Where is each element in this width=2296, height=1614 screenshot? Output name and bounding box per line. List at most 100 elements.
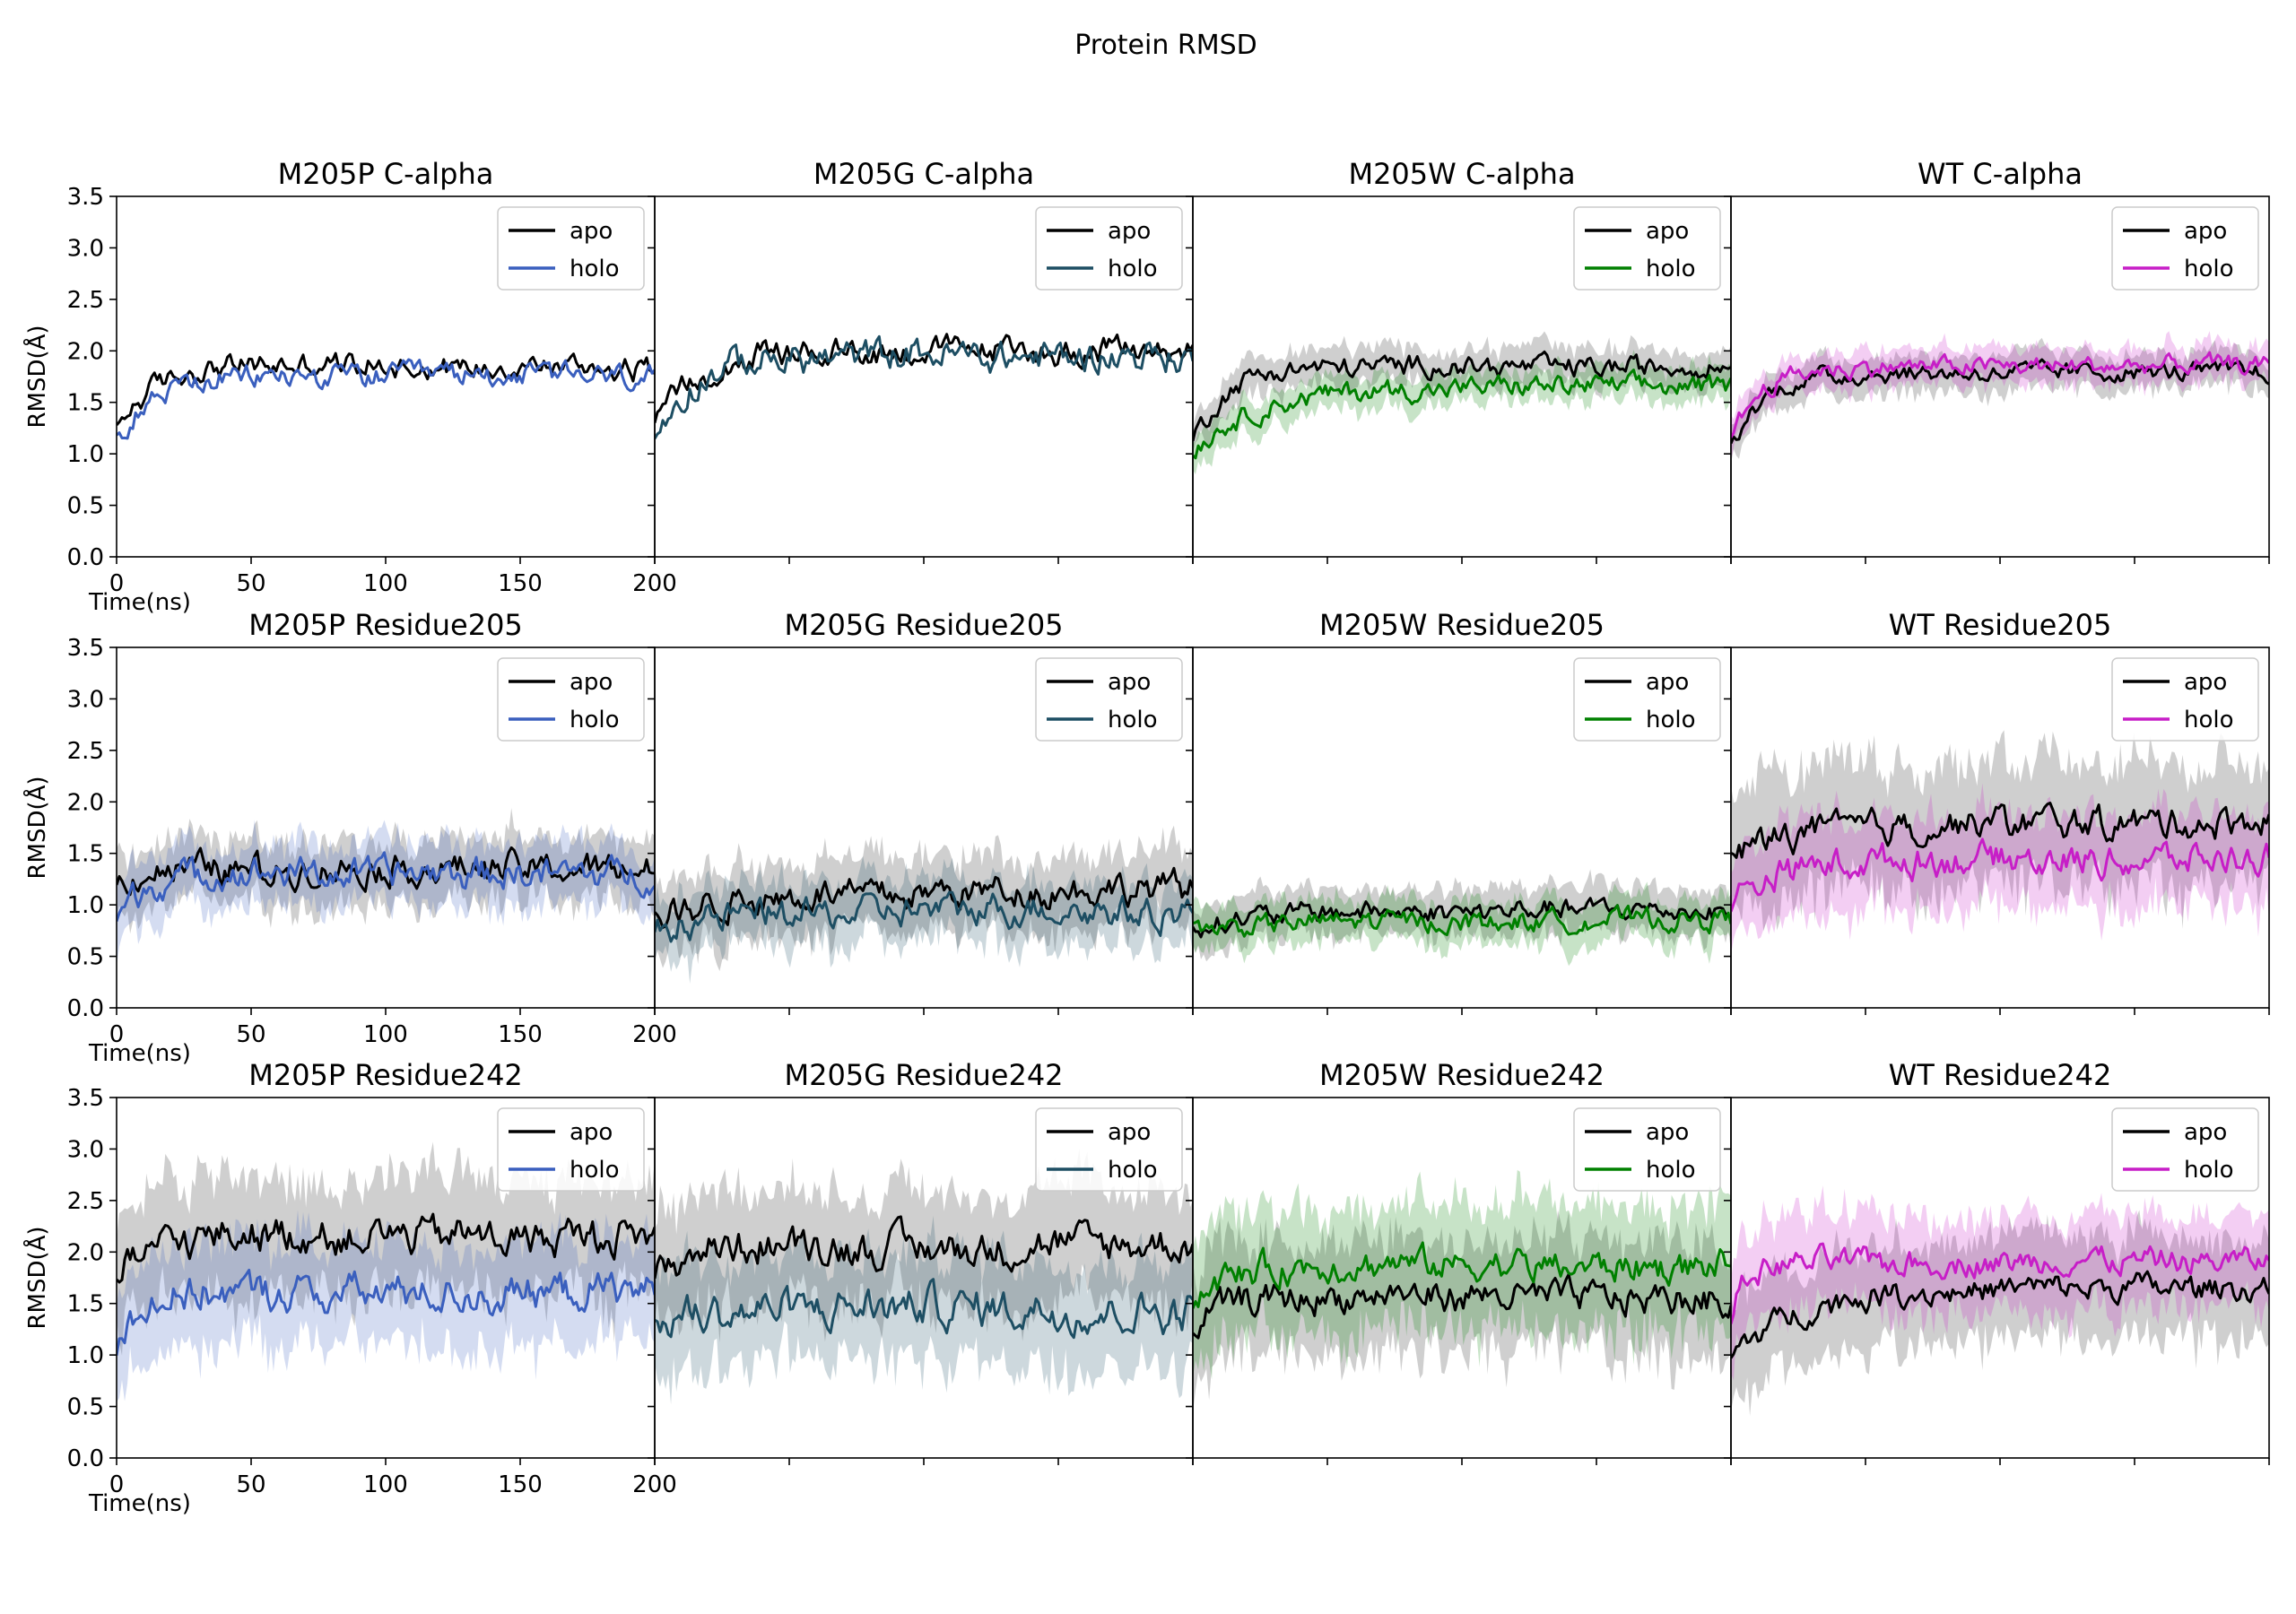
- figure-title: Protein RMSD: [1074, 30, 1257, 61]
- plot-area: [1193, 1169, 1731, 1413]
- holo-std-band: [1731, 783, 2269, 955]
- apo-series-line: [1193, 1272, 1731, 1340]
- y-tick-label: 3.0: [67, 1136, 104, 1163]
- y-axis-label: RMSD(Å): [22, 776, 51, 879]
- x-tick-label: 50: [236, 570, 265, 597]
- panel-grid: M205P C-alpha 0.0 0.5 1.0 1.5 2.0 2.5 3.0 3.5 RMS…: [22, 157, 2270, 1517]
- apo-std-band: [1731, 1210, 2269, 1417]
- y-tick-label: 2.0: [67, 1239, 104, 1266]
- apo-series-line: [1731, 1270, 2269, 1359]
- y-tick-label: 2.0: [67, 338, 104, 365]
- apo-std-band: [117, 1141, 655, 1356]
- legend: apo holo: [2111, 206, 2259, 291]
- legend-label-apo: apo: [570, 218, 613, 245]
- x-tick-label: 150: [498, 570, 543, 597]
- plot-area: [117, 808, 655, 967]
- plot-area: [117, 351, 655, 440]
- panel-4: M205P Residue205 0.0 0.5 1.0 1.5 2.0 2.5 3.0 3.5…: [22, 608, 677, 1067]
- holo-std-band: [117, 820, 655, 967]
- y-tick-label: 2.5: [67, 738, 104, 765]
- plot-area: [1731, 730, 2269, 955]
- x-tick-label: 200: [632, 1471, 677, 1498]
- holo-series-line: [1193, 1241, 1731, 1309]
- x-tick-label: 200: [632, 1021, 677, 1048]
- legend: apo holo: [1573, 1107, 1721, 1192]
- apo-std-band: [117, 808, 655, 934]
- legend-label-holo: holo: [1646, 1157, 1696, 1184]
- y-tick-label: 1.0: [67, 1342, 104, 1369]
- y-tick-label: 0.0: [67, 995, 104, 1022]
- holo-std-band: [655, 855, 1193, 985]
- x-tick-label: 0: [109, 570, 125, 597]
- apo-series-line: [1731, 358, 2269, 445]
- panel-title: M205G C-alpha: [813, 157, 1034, 191]
- legend-label-apo: apo: [1646, 669, 1689, 696]
- holo-series-line: [1731, 837, 2269, 913]
- legend: apo holo: [497, 206, 645, 291]
- holo-series-line: [117, 358, 655, 440]
- legend-label-holo: holo: [1108, 1157, 1158, 1184]
- holo-series-line: [1193, 904, 1731, 938]
- x-tick-label: 50: [236, 1471, 265, 1498]
- legend-label-apo: apo: [1108, 218, 1151, 245]
- legend-label-apo: apo: [1108, 669, 1151, 696]
- y-tick-label: 2.5: [67, 287, 104, 314]
- panel-title: WT Residue205: [1889, 608, 2112, 642]
- legend-label-apo: apo: [570, 669, 613, 696]
- x-axis-label: Time(ns): [88, 589, 191, 616]
- holo-series-line: [117, 851, 655, 922]
- x-tick-label: 150: [498, 1021, 543, 1048]
- panel-11: WT Residue242 apo holo: [1724, 1058, 2270, 1465]
- panel-title: WT C-alpha: [1918, 157, 2083, 191]
- apo-series-line: [117, 846, 655, 897]
- panel-title: M205W Residue205: [1319, 608, 1605, 642]
- legend-label-apo: apo: [570, 1119, 613, 1146]
- apo-std-band: [1731, 730, 2269, 932]
- y-axis-label: RMSD(Å): [22, 1226, 51, 1329]
- y-tick-label: 1.5: [67, 390, 104, 417]
- legend-label-apo: apo: [1646, 218, 1689, 245]
- holo-series-line: [117, 1268, 655, 1356]
- panel-6: M205W Residue205 apo holo: [1186, 608, 1732, 1015]
- y-tick-label: 1.0: [67, 892, 104, 919]
- y-tick-label: 3.5: [67, 1085, 104, 1112]
- legend-label-holo: holo: [1646, 707, 1696, 733]
- x-tick-label: 0: [109, 1021, 125, 1048]
- plot-area: [1193, 331, 1731, 475]
- x-axis-label: Time(ns): [88, 1040, 191, 1067]
- panel-5: M205G Residue205 apo holo: [648, 608, 1194, 1015]
- plot-area: [655, 1148, 1193, 1405]
- holo-series-line: [655, 334, 1193, 440]
- panel-0: M205P C-alpha 0.0 0.5 1.0 1.5 2.0 2.5 3.0 3.5 RMS…: [22, 157, 677, 616]
- y-tick-label: 3.0: [67, 235, 104, 262]
- panel-8: M205P Residue242 0.0 0.5 1.0 1.5 2.0 2.5 3.0 3.5…: [22, 1058, 677, 1517]
- legend-label-holo: holo: [570, 1157, 620, 1184]
- y-axis-label: RMSD(Å): [22, 325, 51, 428]
- panel-title: M205P C-alpha: [278, 157, 494, 191]
- apo-series-line: [117, 1212, 655, 1284]
- legend-label-apo: apo: [2184, 1119, 2227, 1146]
- holo-std-band: [117, 1210, 655, 1402]
- plot-area: [1731, 331, 2269, 464]
- panel-title: M205G Residue205: [784, 608, 1063, 642]
- apo-series-line: [1193, 897, 1731, 939]
- legend: apo holo: [1035, 206, 1183, 291]
- apo-std-band: [655, 1148, 1193, 1343]
- y-tick-label: 0.0: [67, 1445, 104, 1472]
- legend-label-holo: holo: [1108, 256, 1158, 282]
- panel-title: M205W Residue242: [1319, 1058, 1605, 1092]
- y-tick-label: 3.0: [67, 686, 104, 713]
- panel-3: WT C-alpha apo holo: [1724, 157, 2270, 564]
- panel-title: M205W C-alpha: [1348, 157, 1575, 191]
- legend-label-apo: apo: [1646, 1119, 1689, 1146]
- legend: apo holo: [497, 657, 645, 742]
- panel-title: WT Residue242: [1889, 1058, 2112, 1092]
- y-tick-label: 2.5: [67, 1188, 104, 1215]
- y-tick-label: 3.5: [67, 635, 104, 662]
- legend: apo holo: [497, 1107, 645, 1192]
- y-tick-label: 0.0: [67, 544, 104, 571]
- x-tick-label: 0: [109, 1471, 125, 1498]
- holo-series-line: [655, 890, 1193, 943]
- panel-2: M205W C-alpha apo holo: [1186, 157, 1732, 564]
- legend: apo holo: [1573, 657, 1721, 742]
